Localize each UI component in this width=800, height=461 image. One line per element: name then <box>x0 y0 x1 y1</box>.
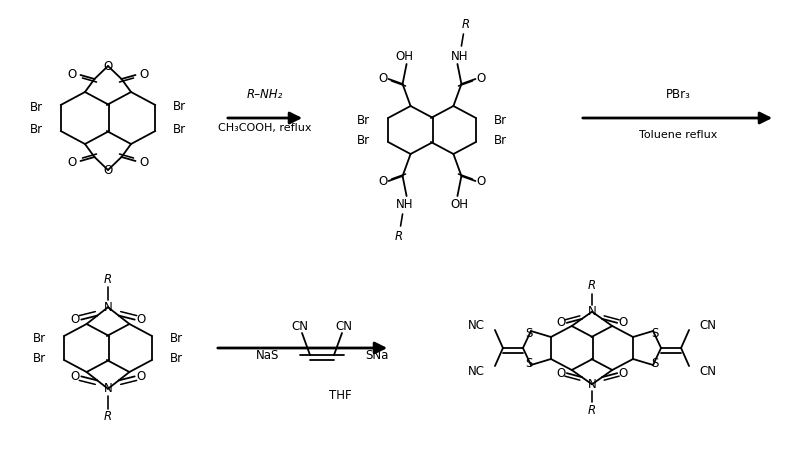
Text: Br: Br <box>30 100 42 113</box>
Text: Br: Br <box>33 351 46 365</box>
Text: Br: Br <box>33 331 46 344</box>
Text: S: S <box>651 356 658 370</box>
Text: Br: Br <box>357 134 370 147</box>
Text: N: N <box>588 378 596 391</box>
Text: OH: OH <box>395 49 414 63</box>
Text: O: O <box>70 313 80 326</box>
Text: NH: NH <box>450 49 468 63</box>
Text: CN: CN <box>291 319 309 332</box>
Text: CN: CN <box>335 319 353 332</box>
Text: Br: Br <box>357 113 370 126</box>
Text: NaS: NaS <box>256 349 279 361</box>
Text: O: O <box>618 366 628 380</box>
Text: Br: Br <box>494 113 507 126</box>
Text: N: N <box>104 382 112 395</box>
Text: O: O <box>556 366 566 380</box>
Text: R–NH₂: R–NH₂ <box>247 89 283 101</box>
Text: Br: Br <box>494 134 507 147</box>
Text: Br: Br <box>174 123 186 136</box>
Text: Br: Br <box>170 351 183 365</box>
Text: NC: NC <box>468 365 485 378</box>
Text: R: R <box>588 404 596 417</box>
Text: O: O <box>103 164 113 177</box>
Text: CH₃COOH, reflux: CH₃COOH, reflux <box>218 123 312 133</box>
Text: CN: CN <box>699 319 716 331</box>
Text: O: O <box>618 316 628 329</box>
Text: O: O <box>556 316 566 329</box>
Text: R: R <box>104 410 112 423</box>
Text: Br: Br <box>30 123 42 136</box>
Text: OH: OH <box>450 197 469 211</box>
Text: O: O <box>68 67 77 81</box>
Text: O: O <box>378 175 387 188</box>
Text: R: R <box>104 273 112 286</box>
Text: S: S <box>526 356 533 370</box>
Text: O: O <box>139 155 148 169</box>
Text: SNa: SNa <box>365 349 388 361</box>
Text: S: S <box>651 326 658 339</box>
Text: NC: NC <box>468 319 485 331</box>
Text: N: N <box>104 301 112 313</box>
Text: Br: Br <box>170 331 183 344</box>
Text: S: S <box>526 326 533 339</box>
Text: O: O <box>378 72 387 85</box>
Text: Toluene reflux: Toluene reflux <box>639 130 717 140</box>
Text: N: N <box>588 305 596 318</box>
Text: O: O <box>136 313 146 326</box>
Text: O: O <box>139 67 148 81</box>
Text: O: O <box>68 155 77 169</box>
Text: NH: NH <box>396 197 414 211</box>
Text: O: O <box>103 59 113 72</box>
Text: O: O <box>477 175 486 188</box>
Text: PBr₃: PBr₃ <box>666 89 690 101</box>
Text: R: R <box>462 18 470 30</box>
Text: R: R <box>394 230 402 242</box>
Text: O: O <box>70 370 80 383</box>
Text: THF: THF <box>329 389 351 402</box>
Text: O: O <box>136 370 146 383</box>
Text: CN: CN <box>699 365 716 378</box>
Text: Br: Br <box>174 100 186 113</box>
Text: R: R <box>588 279 596 292</box>
Text: O: O <box>477 72 486 85</box>
